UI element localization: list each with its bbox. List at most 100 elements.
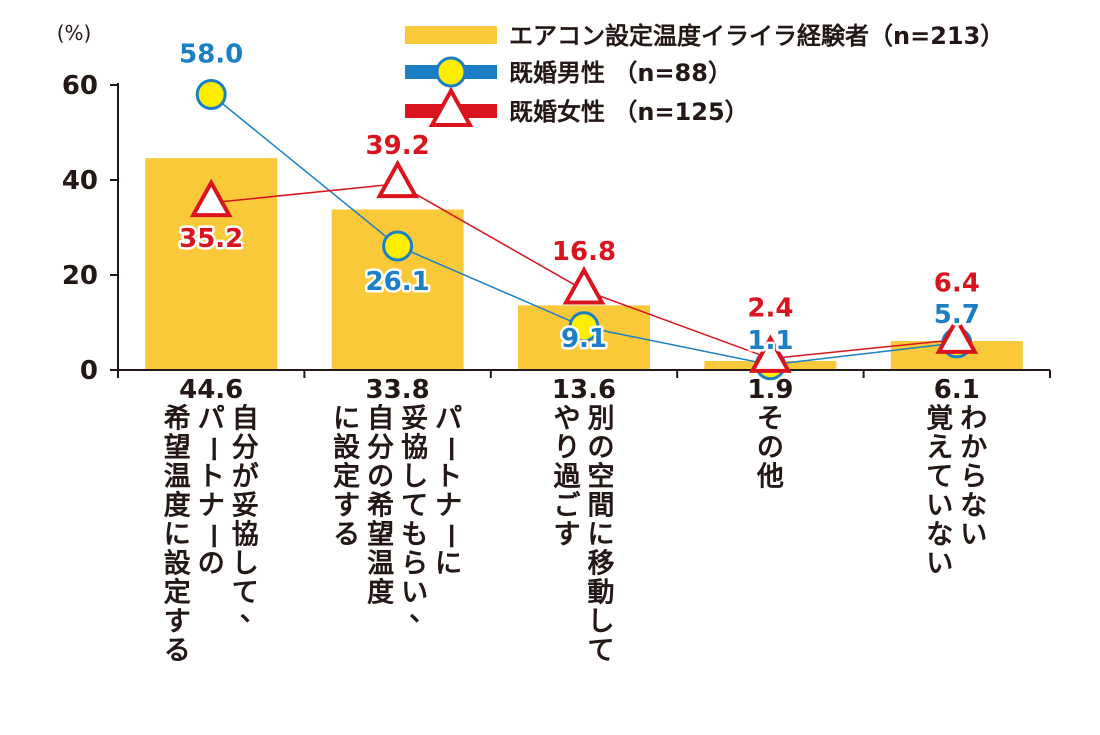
legend: エアコン設定温度イライラ経験者（n=213） 既婚男性 （n=88） 既婚女性 （n… [405, 22, 1004, 127]
legend-male-marker [435, 56, 467, 88]
category-char: 覚 [926, 404, 953, 435]
category-char: な [960, 491, 987, 522]
female-value-label-0: 35.2 [179, 224, 243, 254]
category-char: の [367, 462, 394, 493]
category-char: る [164, 636, 191, 667]
category-char: 定 [333, 461, 360, 493]
category-char: ナ [435, 491, 462, 522]
category-char: パ [198, 404, 225, 435]
female-value-label-1: 39.2 [366, 131, 430, 161]
category-char: 、 [409, 597, 436, 628]
category-char: し [588, 607, 615, 638]
female-value-label-3: 2.4 [747, 294, 793, 324]
category-char: 空 [588, 461, 615, 493]
category-char: も [401, 520, 428, 551]
category-char: ご [554, 490, 581, 522]
category-char: ら [401, 549, 428, 580]
female-marker-3 [749, 334, 792, 373]
category-char: す [554, 520, 581, 551]
male-value-label-3: 1.1 [747, 326, 793, 356]
category-char: い [401, 578, 428, 609]
bar-value-label-3: 1.9 [747, 375, 793, 405]
category-char: て [232, 578, 259, 609]
category-char: わ [960, 404, 987, 435]
category-char: 動 [588, 578, 615, 609]
category-char: え [926, 433, 953, 464]
category-label-3: その他 [756, 404, 784, 493]
legend-male-label: 既婚男性 （n=88） [509, 59, 732, 87]
category-char: 移 [588, 549, 615, 580]
category-char: 希 [367, 491, 394, 522]
category-char: し [232, 549, 259, 580]
legend-bar-label: エアコン設定温度イライラ経験者（n=213） [509, 22, 1004, 50]
category-char: 望 [367, 520, 394, 551]
y-unit-label: (%) [57, 21, 92, 45]
y-tick-label: 60 [62, 71, 98, 101]
male-value-label-4: 5.7 [934, 300, 980, 330]
category-char: に [164, 520, 191, 551]
category-char: 度 [164, 490, 191, 522]
category-char: す [164, 607, 191, 638]
category-char: 妥 [232, 491, 259, 522]
category-char: 温 [367, 549, 394, 580]
category-char: に [435, 549, 462, 580]
female-marker-1 [376, 159, 419, 199]
legend-female-label: 既婚女性 （n=125） [509, 98, 749, 126]
category-char: て [401, 491, 428, 522]
category-char: の [588, 433, 615, 464]
category-char: の [757, 433, 784, 464]
category-char: 分 [367, 433, 394, 464]
male-marker-0 [195, 79, 227, 110]
bar-value-label-0: 44.6 [179, 375, 243, 405]
category-char: ナ [198, 491, 225, 522]
category-char: の [198, 549, 225, 580]
category-char: ト [435, 462, 462, 493]
category-char: 度 [367, 577, 394, 609]
category-char: 定 [164, 577, 191, 609]
y-tick-label: 40 [62, 166, 98, 196]
bar-value-label-4: 6.1 [934, 375, 980, 405]
male-value-label-0: 58.0 [179, 40, 243, 70]
y-tick-label: 20 [62, 261, 98, 291]
female-marker-2 [562, 265, 606, 305]
y-tick-label: 0 [80, 356, 98, 386]
category-char: り [554, 433, 581, 464]
category-char: や [554, 404, 581, 435]
male-marker-1 [382, 230, 414, 262]
category-char: に [333, 404, 360, 435]
female-marker-0 [189, 178, 233, 218]
category-char: 妥 [401, 404, 428, 435]
category-char: 希 [164, 404, 191, 435]
male-value-label-2: 9.1 [561, 324, 607, 354]
category-char: そ [757, 404, 784, 435]
category-char: ー [197, 523, 228, 550]
category-char: 協 [401, 433, 428, 464]
category-char: ら [960, 462, 987, 493]
category-char: 協 [232, 520, 259, 551]
category-char: 温 [164, 462, 191, 493]
category-char: 、 [240, 597, 267, 628]
category-char: ー [197, 436, 228, 463]
bar-value-label-2: 13.6 [552, 375, 616, 405]
category-char: い [960, 520, 987, 551]
male-value-label-1: 26.1 [366, 267, 430, 297]
category-char: 望 [164, 433, 191, 464]
category-char: し [401, 462, 428, 493]
category-char: 間 [588, 491, 615, 522]
category-char: ー [434, 436, 465, 463]
category-char: な [926, 520, 953, 551]
category-char: 分 [232, 433, 259, 464]
category-char: 別 [588, 404, 615, 435]
category-char: る [333, 520, 360, 551]
male-marker-2 [568, 311, 600, 343]
category-char: 自 [367, 403, 394, 435]
category-char: い [926, 491, 953, 522]
category-char: ト [198, 462, 225, 493]
legend-bar-swatch [405, 26, 497, 44]
category-char: い [926, 549, 953, 580]
bar-value-label-1: 33.8 [366, 375, 430, 405]
category-char: 設 [164, 548, 192, 580]
